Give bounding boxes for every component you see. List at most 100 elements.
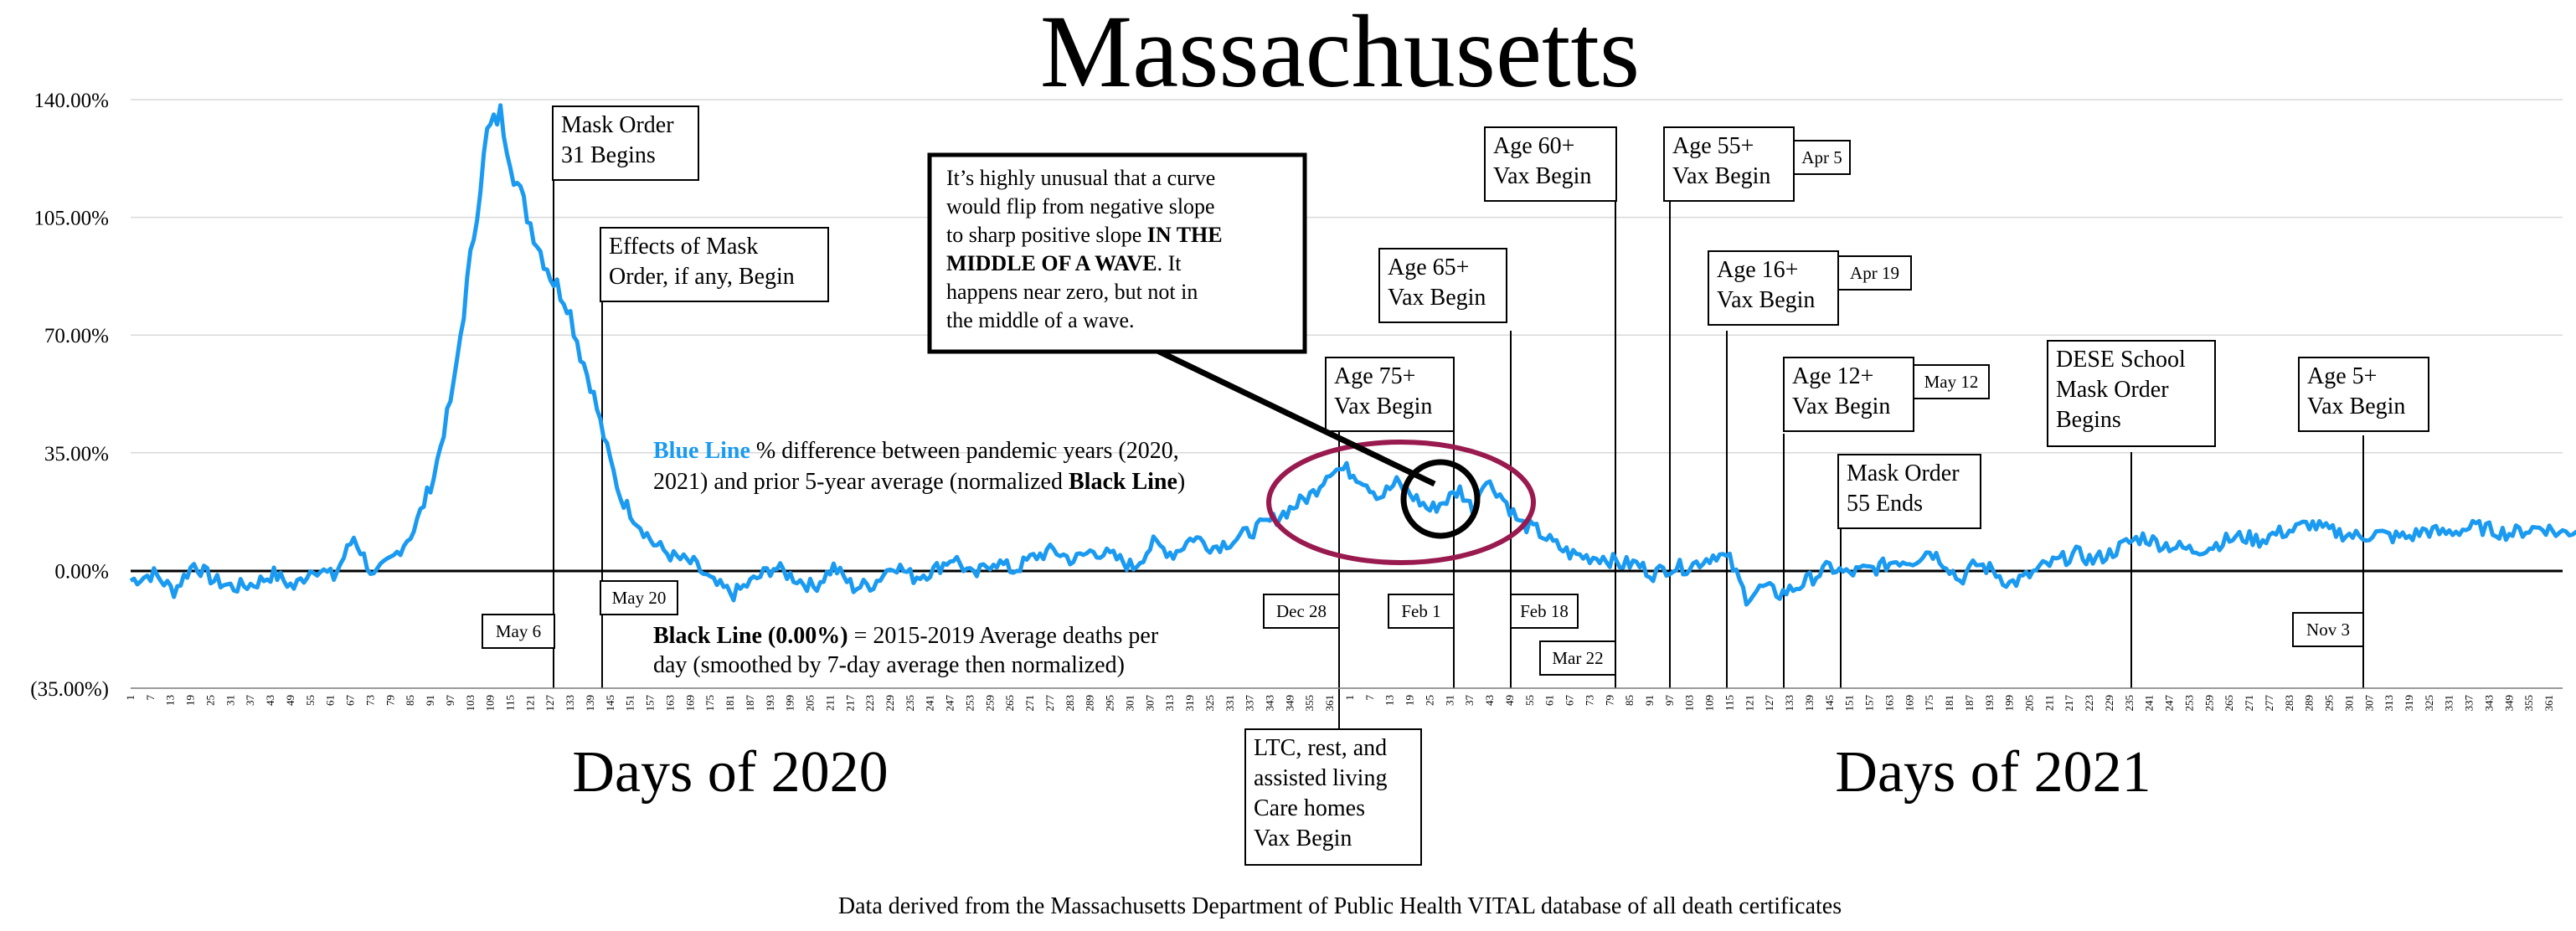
x-tick-label: 7 [144,695,157,701]
x-tick-label: 253 [963,695,976,712]
x-tick-label: 211 [823,695,836,711]
date-box-frame [482,614,555,649]
x-tick-label: 55 [304,695,317,706]
note-line-4a: MIDDLE OF A WAVE [946,251,1157,275]
highlight-ellipse [1266,440,1536,565]
x-tick-label: 313 [1163,695,1176,712]
date-box: Dec 28 [1263,594,1340,629]
annotation-box-text: Vax Begin [1672,163,1770,189]
x-tick-label: 217 [843,695,856,712]
note-pointer-line [1154,347,1436,487]
x-tick-label: 301 [2342,695,2355,712]
x-tick-label: 319 [2403,695,2415,712]
annotation-box-text: Vax Begin [1388,285,1486,311]
black-line-title: Black Line (0.00%) [653,623,848,649]
annotation-box-text: Vax Begin [1334,393,1432,419]
annotation-box-text: Age 60+ [1493,133,1574,159]
x-tick-label: 355 [2522,695,2535,712]
x-tick-label: 43 [1483,695,1496,706]
annotation-box: LTC, rest, and assisted living Care homes V… [1244,728,1422,866]
x-tick-label: 55 [1523,695,1536,706]
annotation-box-text: 55 Ends [1847,491,1923,517]
x-tick-label: 295 [2323,695,2336,712]
blue-line-text-1: % difference between pandemic years (202… [750,438,1179,464]
date-box: Feb 18 [1510,594,1579,629]
y-tick-label: 0.00% [54,560,109,583]
date-box: Nov 3 [2292,612,2364,647]
x-tick-label: 31 [1443,695,1455,706]
date-box-text: May 20 [612,588,667,608]
series-layer [129,103,2576,607]
x-tick-label: 259 [2202,695,2215,712]
x-tick-label: 163 [1883,695,1895,712]
date-box-text: Apr 19 [1850,263,1899,283]
date-box-frame [1388,594,1455,629]
annotation-box: Mask Order 31 Begins [552,105,699,181]
x-tick-label: 133 [564,695,576,712]
x-tick-label: 61 [324,695,337,706]
date-box: Apr 19 [1837,255,1912,291]
x-tick-label: 187 [744,695,756,712]
x-tick-label: 205 [2023,695,2036,712]
x-tick-label: 73 [1583,695,1595,706]
x-tick-label: 79 [1603,695,1615,706]
annotation-box: Age 75+ Vax Begin [1325,357,1455,432]
x-tick-label: 283 [2283,695,2295,712]
blue-line-legend: Blue Line % difference between pandemic … [653,438,1179,464]
x-tick-label: 49 [284,695,296,706]
x-tick-label: 163 [663,695,676,712]
annotation-box-text: Age 65+ [1388,255,1469,280]
x-tick-label: 121 [1743,695,1755,712]
x-tick-label: 241 [2143,695,2156,712]
highlight-circle [1400,459,1481,539]
blue-line-legend-2: 2021) and prior 5-year average (normaliz… [653,469,1185,495]
blue-line-text-2: 2021) and prior 5-year average (normaliz… [653,469,1069,495]
annotation-box-text: Care homes [1254,795,1365,821]
x-tick-label: 319 [1183,695,1196,712]
annotation-box: Age 60+ Vax Begin [1484,126,1617,202]
date-box: May 12 [1913,364,1990,399]
x-tick-label: 283 [1064,695,1076,712]
date-box-text: Mar 22 [1552,648,1603,668]
black-line-text-1: = 2015-2019 Average deaths per [848,623,1159,649]
annotation-box: Mask Order 55 Ends [1837,454,1981,529]
x-tick-label: 337 [1244,695,1256,712]
annotation-box-text: DESE School [2056,347,2186,373]
annotation-box: Age 16+ Vax Begin [1708,250,1839,326]
annotation-box-text: Vax Begin [1493,163,1591,189]
x-tick-label: 289 [1084,695,1096,712]
x-tick-label: 79 [384,695,396,706]
x-tick-label: 109 [484,695,497,712]
annotation-box-frame [1837,454,1981,529]
x-tick-label: 241 [924,695,936,712]
annotation-box: Age 65+ Vax Begin [1378,248,1507,323]
annotation-box-text: assisted living [1254,765,1387,791]
note-line-5: happens near zero, but not in [946,280,1198,304]
x-tick-label: 331 [1224,695,1236,712]
annotation-box-text: Mask Order [1847,460,1960,486]
x-tick-label: 349 [2502,695,2515,712]
annotation-box-text: Age 16+ [1717,257,1798,283]
x-tick-label: 235 [904,695,916,712]
x-tick-label: 127 [1763,695,1775,712]
x-tick-label: 247 [944,695,956,712]
x-tick-label: 253 [2182,695,2195,712]
x-tick-label: 325 [1203,695,1216,712]
annotation-box: Age 12+ Vax Begin [1783,357,1914,432]
x-tick-label: 229 [884,695,896,712]
x-tick-label: 115 [504,695,517,711]
note-line-1: It’s highly unusual that a curve [946,166,1215,190]
x-tick-label: 199 [2003,695,2016,712]
x-tick-label: 259 [983,695,996,712]
x-tick-label: 25 [1423,695,1435,706]
x-tick-label: 337 [2463,695,2476,712]
x-tick-label: 1 [1343,695,1356,701]
annotation-box-frame [2047,340,2216,447]
note-line-4b: . It [1157,251,1182,275]
date-box-text: Feb 18 [1520,601,1569,621]
x-tick-label: 217 [2063,695,2075,712]
date-box: May 20 [600,580,678,615]
x-tick-label: 145 [604,695,616,712]
y-tick-label: 105.00% [33,208,109,230]
source-note: Data derived from the Massachusetts Depa… [838,893,1842,919]
